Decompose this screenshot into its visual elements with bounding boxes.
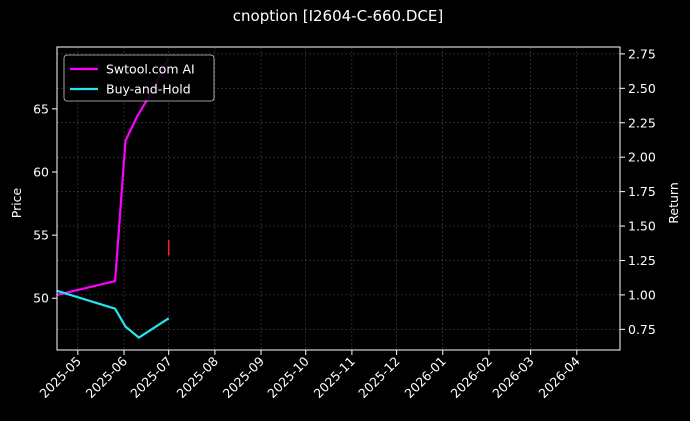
y-right-tick-label-5: 2.00 [628, 150, 656, 165]
y-left-tick-label-3: 65 [33, 101, 49, 116]
chart-title: cnoption [I2604-C-660.DCE] [233, 7, 443, 25]
legend: Swtool.com AI Buy-and-Hold [63, 54, 215, 102]
y-right-tick-label-3: 1.50 [628, 219, 656, 234]
y-right-tick-label-8: 2.75 [628, 46, 656, 61]
y-axis-left: 50 55 60 65 [33, 101, 57, 306]
y-left-tick-label-0: 50 [33, 291, 49, 306]
y-left-tick-label-2: 60 [33, 164, 49, 179]
legend-label-0: Swtool.com AI [106, 62, 195, 77]
y-axis-right-title: Return [666, 182, 681, 223]
series-line-1 [56, 289, 170, 339]
y-right-tick-label-2: 1.25 [628, 253, 656, 268]
y-axis-left-title: Price [9, 187, 24, 218]
y-right-tick-label-4: 1.75 [628, 184, 656, 199]
y-right-tick-label-1: 1.00 [628, 287, 656, 302]
grid [57, 47, 620, 350]
y-axis-right: 0.75 1.00 1.25 1.50 1.75 2.00 2.25 2.50 2.75 [620, 46, 656, 337]
y-right-tick-label-7: 2.50 [628, 81, 656, 96]
y-left-tick-label-1: 55 [33, 228, 49, 243]
y-right-tick-label-0: 0.75 [628, 322, 656, 337]
legend-box [63, 54, 215, 102]
y-right-tick-label-6: 2.25 [628, 115, 656, 130]
plot-frame [56, 46, 621, 351]
legend-label-1: Buy-and-Hold [106, 82, 191, 97]
